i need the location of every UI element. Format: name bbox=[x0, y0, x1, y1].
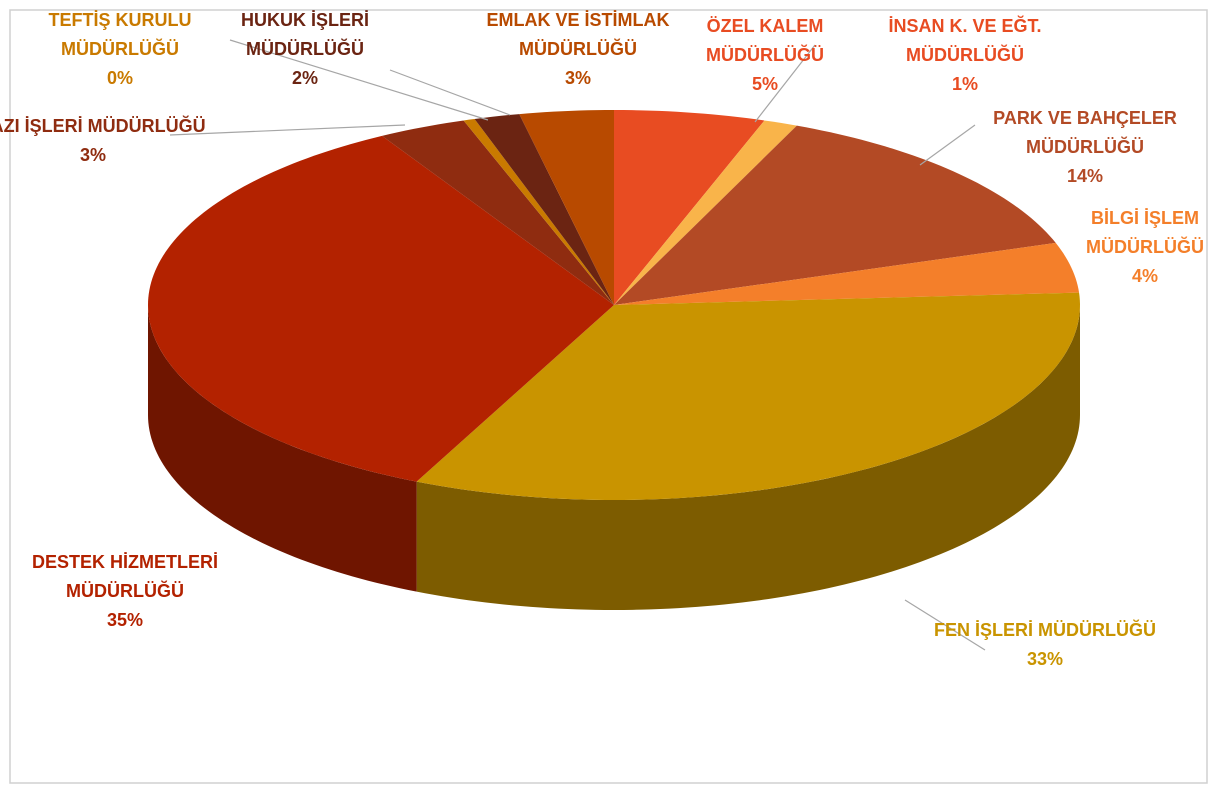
data-label: BİLGİ İŞLEM MÜDÜRLÜĞÜ 4% bbox=[1030, 204, 1217, 291]
pie-side bbox=[416, 305, 1080, 610]
data-label: DESTEK HİZMETLERİ MÜDÜRLÜĞÜ 35% bbox=[10, 548, 240, 635]
category-label: ÖZEL KALEM MÜDÜRLÜĞÜ bbox=[706, 16, 824, 65]
category-label: FEN İŞLERİ MÜDÜRLÜĞÜ bbox=[934, 620, 1156, 640]
pie-slice bbox=[519, 110, 614, 305]
pie-slice bbox=[463, 118, 614, 305]
value-label: 3% bbox=[564, 68, 591, 88]
leader-line bbox=[169, 124, 406, 136]
pie-slice bbox=[614, 125, 1056, 305]
value-label: 2% bbox=[291, 68, 318, 88]
value-label: 1% bbox=[951, 74, 978, 94]
value-label: 3% bbox=[79, 145, 106, 165]
data-label: ÖZEL KALEM MÜDÜRLÜĞÜ 5% bbox=[650, 12, 880, 99]
leader-line bbox=[754, 44, 816, 123]
pie-slice bbox=[416, 292, 1080, 500]
pie-slice bbox=[614, 120, 797, 305]
category-label: İNSAN K. VE EĞT. MÜDÜRLÜĞÜ bbox=[888, 16, 1042, 65]
data-label: YAZI İŞLERİ MÜDÜRLÜĞÜ 3% bbox=[0, 112, 208, 170]
category-label: TEFTİŞ KURULU MÜDÜRLÜĞÜ bbox=[48, 10, 192, 59]
category-label: HUKUK İŞLERİ MÜDÜRLÜĞÜ bbox=[240, 10, 369, 59]
data-label: İNSAN K. VE EĞT. MÜDÜRLÜĞÜ 1% bbox=[850, 12, 1080, 99]
pie-slice bbox=[474, 114, 614, 305]
data-label: TEFTİŞ KURULU MÜDÜRLÜĞÜ 0% bbox=[5, 6, 235, 93]
pie-slice bbox=[614, 242, 1080, 305]
value-label: 33% bbox=[1026, 649, 1064, 669]
value-label: 35% bbox=[106, 610, 144, 630]
data-label: FEN İŞLERİ MÜDÜRLÜĞÜ 33% bbox=[930, 616, 1160, 674]
pie-side bbox=[148, 305, 417, 592]
data-label: PARK VE BAHÇELER MÜDÜRLÜĞÜ 14% bbox=[970, 104, 1200, 191]
value-label: 5% bbox=[751, 74, 778, 94]
leader-line bbox=[904, 599, 986, 651]
category-label: BİLGİ İŞLEM MÜDÜRLÜĞÜ bbox=[1086, 208, 1204, 257]
leader-line bbox=[229, 39, 489, 121]
category-label: EMLAK VE İSTİMLAK MÜDÜRLÜĞÜ bbox=[486, 10, 670, 59]
leader-line bbox=[919, 124, 976, 166]
data-label: HUKUK İŞLERİ MÜDÜRLÜĞÜ 2% bbox=[190, 6, 420, 93]
leader-line bbox=[389, 69, 511, 116]
value-label: 14% bbox=[1066, 166, 1104, 186]
value-label: 4% bbox=[1131, 266, 1158, 286]
category-label: YAZI İŞLERİ MÜDÜRLÜĞÜ bbox=[0, 116, 206, 136]
pie-slice bbox=[148, 135, 614, 482]
pie-slice bbox=[382, 120, 614, 305]
category-label: PARK VE BAHÇELER MÜDÜRLÜĞÜ bbox=[993, 108, 1177, 157]
category-label: DESTEK HİZMETLERİ MÜDÜRLÜĞÜ bbox=[31, 552, 218, 601]
pie-slice bbox=[614, 110, 765, 305]
value-label: 0% bbox=[106, 68, 133, 88]
data-label: EMLAK VE İSTİMLAK MÜDÜRLÜĞÜ 3% bbox=[463, 6, 693, 93]
